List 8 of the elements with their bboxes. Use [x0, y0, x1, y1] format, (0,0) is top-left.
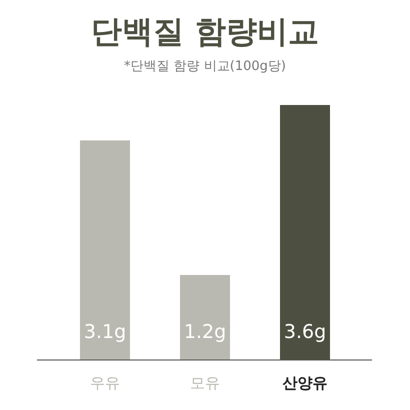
data-label: 3.1g [84, 321, 126, 343]
data-label: 1.2g [184, 321, 226, 343]
chart-subtitle: *단백질 함량 비교(100g당) [124, 59, 286, 74]
x-tick-label: 모유 [190, 374, 220, 392]
data-label: 3.6g [284, 321, 326, 343]
x-tick-label: 산양유 [282, 374, 328, 392]
x-tick-label: 우유 [90, 374, 120, 392]
chart-title: 단백질 함량비교 [91, 14, 319, 50]
